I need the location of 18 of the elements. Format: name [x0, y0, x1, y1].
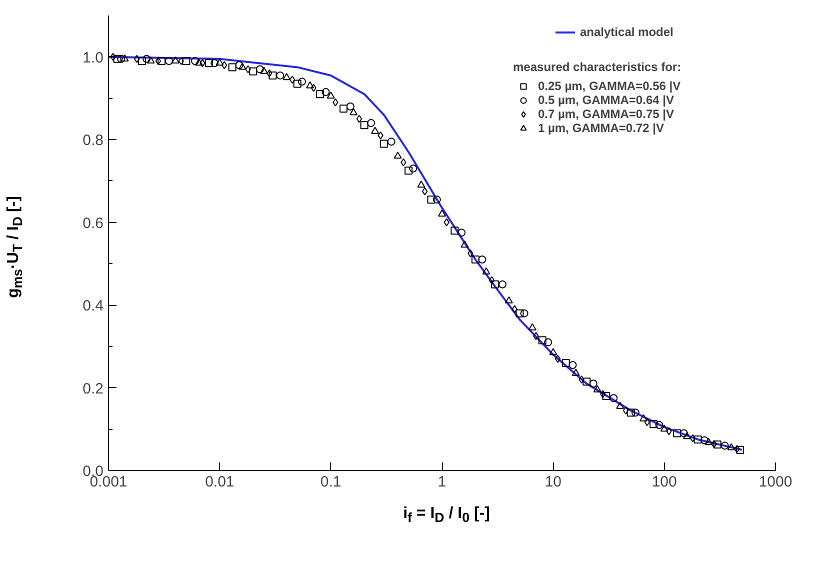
y-tick-label: 0.8 [82, 132, 104, 150]
y-tick-label: 0.2 [82, 380, 104, 398]
legend-label: 0.7 µm, GAMMA=0.75 |V [538, 107, 674, 121]
x-tick-label: 0.1 [320, 474, 342, 490]
y-tick-label: 0.6 [82, 214, 104, 232]
y-tick-label: 1.0 [82, 49, 104, 66]
x-tick-label: 1 [438, 474, 446, 490]
x-tick-label: 1000 [758, 474, 792, 490]
x-tick-label: 10 [544, 474, 562, 490]
legend-label: 0.5 µm, GAMMA=0.64 |V [538, 93, 674, 107]
legend-label: analytical model [580, 25, 674, 39]
legend-label: 1 µm, GAMMA=0.72 |V [538, 121, 664, 135]
y-tick-label: 0.4 [82, 298, 104, 315]
legend-title: measured characteristics for: [513, 60, 682, 74]
x-axis-title: i$_{f}$ = I$_{D}$ / I$_{0}$ [-] [402, 505, 491, 526]
x-tick-label: 100 [652, 474, 677, 490]
legend-label: 0.25 µm, GAMMA=0.56 |V [538, 79, 681, 93]
x-tick-label: 0.01 [205, 474, 234, 490]
